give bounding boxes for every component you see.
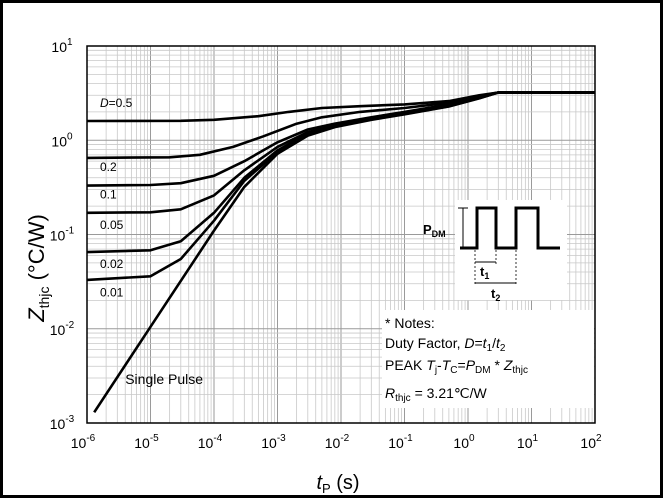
y-tick-label: 10-2 (50, 320, 75, 338)
notes-line-4: Rthjc = 3.21℃/W (385, 385, 488, 404)
t1-label: t1 (480, 264, 489, 281)
series-label: D=0.5 (100, 96, 133, 110)
notes-annotation: * Notes: Duty Factor, D=t1/t2 PEAK Tj-TC… (382, 310, 594, 408)
x-tick-labels: 10-6 10-5 10-4 10-3 10-2 10-1 100 101 102 (71, 433, 602, 451)
pulse-inset-diagram: PDM t1 t2 (423, 200, 567, 303)
series-label: 0.01 (100, 285, 124, 299)
y-tick-label: 10-1 (50, 226, 75, 244)
x-tick-label: 10-4 (198, 433, 223, 451)
series-label: 0.1 (100, 188, 117, 202)
y-tick-label: 101 (51, 37, 73, 55)
x-tick-label: 10-3 (261, 433, 286, 451)
notes-line-3: PEAK Tj-TC=PDM * Zthjc (385, 357, 528, 376)
x-tick-label: 100 (453, 433, 475, 451)
t2-label: t2 (491, 286, 500, 303)
x-tick-label: 10-2 (325, 433, 350, 451)
y-tick-label: 100 (51, 131, 73, 149)
notes-line-1: * Notes: (385, 315, 435, 331)
x-tick-label: 10-6 (71, 433, 96, 451)
series-label: 0.02 (100, 257, 124, 271)
x-tick-label: 101 (517, 433, 539, 451)
curve-single-pulse (93, 91, 595, 414)
y-tick-label: 10-3 (50, 414, 75, 432)
y-tick-labels: 10-3 10-2 10-1 100 101 (50, 37, 75, 432)
curves (86, 91, 595, 414)
x-tick-label: 10-1 (388, 433, 413, 451)
pdm-label: PDM (423, 222, 446, 239)
pulse-waveform (460, 206, 560, 250)
series-label: 0.2 (100, 160, 117, 174)
x-tick-label: 10-5 (134, 433, 159, 451)
series-label: Single Pulse (125, 371, 203, 387)
x-axis-label: tP (s) (316, 472, 359, 496)
series-label: 0.05 (100, 218, 124, 232)
y-axis-label: Zthjc (°C/W) (24, 214, 52, 323)
notes-line-2: Duty Factor, D=t1/t2 (385, 335, 506, 354)
series-labels: D=0.5 0.2 0.1 0.05 0.02 0.01 Single Pulse (100, 96, 203, 387)
plot-area-border (86, 45, 596, 424)
x-tick-label: 102 (580, 433, 602, 451)
